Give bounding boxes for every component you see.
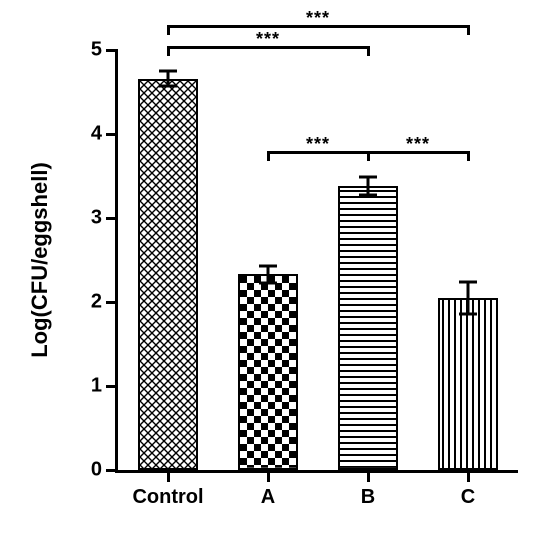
sig-label: *** [306, 8, 330, 29]
x-tick [367, 470, 370, 482]
y-tick [106, 133, 118, 136]
sig-bracket-drop [267, 151, 270, 161]
bar-chart: Log(CFU/eggshell) 0 1 2 3 4 5 Control A B C *** ***… [0, 0, 551, 549]
y-tick [106, 385, 118, 388]
y-tick-label: 1 [91, 375, 102, 398]
error-bar [367, 177, 370, 195]
error-cap [259, 281, 277, 284]
error-cap [259, 264, 277, 267]
sig-label: *** [256, 29, 280, 50]
sig-label: *** [306, 134, 330, 155]
error-bar [267, 266, 270, 283]
x-tick [167, 470, 170, 482]
error-cap [159, 85, 177, 88]
sig-label: *** [406, 134, 430, 155]
x-tick [267, 470, 270, 482]
error-cap [459, 312, 477, 315]
sig-bracket-drop [367, 46, 370, 56]
bar-c [438, 298, 498, 470]
y-tick-label: 4 [91, 123, 102, 146]
sig-bracket-drop [367, 151, 370, 161]
sig-bracket-drop [467, 151, 470, 161]
y-tick-label: 3 [91, 207, 102, 230]
y-tick-label: 2 [91, 291, 102, 314]
y-tick [106, 217, 118, 220]
plot-area: 012345ControlABC************ [115, 50, 518, 473]
error-bar [467, 282, 470, 314]
y-tick [106, 469, 118, 472]
sig-bracket-drop [167, 25, 170, 35]
y-tick [106, 301, 118, 304]
y-tick-label: 0 [91, 459, 102, 482]
error-cap [359, 175, 377, 178]
x-tick-label: C [461, 486, 475, 509]
x-tick-label: Control [132, 486, 203, 509]
sig-bracket-drop [467, 25, 470, 35]
bar-b [338, 186, 398, 470]
bar-a [238, 274, 298, 470]
x-tick-label: B [361, 486, 375, 509]
x-tick-label: A [261, 486, 275, 509]
y-axis-label: Log(CFU/eggshell) [27, 162, 53, 358]
error-cap [459, 280, 477, 283]
sig-bracket-drop [167, 46, 170, 56]
error-cap [159, 70, 177, 73]
error-cap [359, 194, 377, 197]
x-tick [467, 470, 470, 482]
y-tick-label: 5 [91, 39, 102, 62]
bar-control [138, 79, 198, 470]
y-tick [106, 49, 118, 52]
